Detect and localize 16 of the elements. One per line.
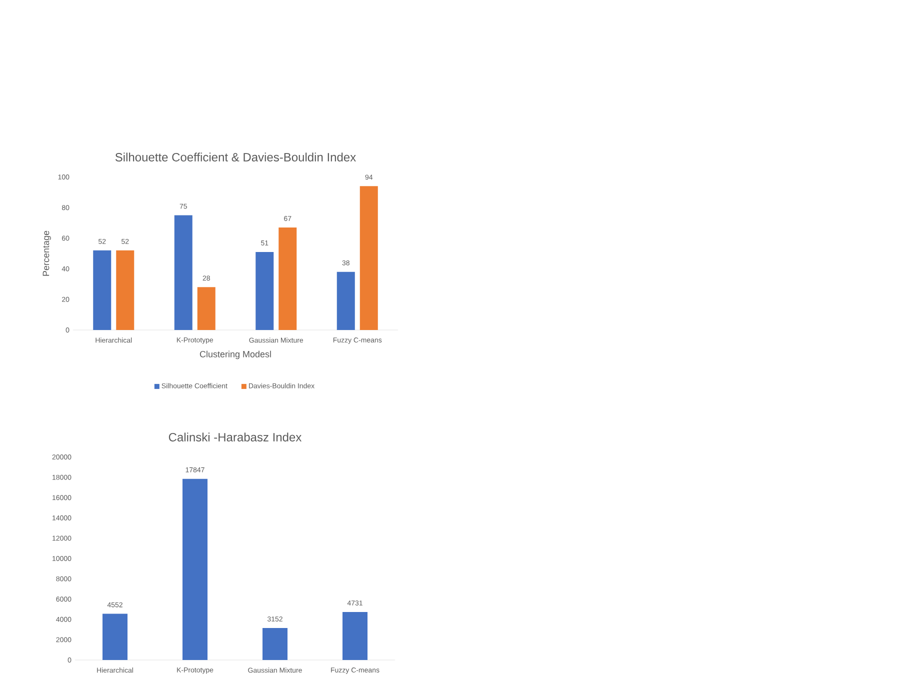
bar <box>262 628 288 660</box>
y-axis-title: Percentage <box>42 230 51 276</box>
x-axis-title: Clustering Modesl <box>200 350 271 360</box>
bar <box>256 252 274 330</box>
chart-title: Calinski -Harabasz Index <box>168 432 302 442</box>
bar <box>342 612 368 660</box>
bar <box>93 250 112 330</box>
bar <box>360 186 378 330</box>
bar <box>336 272 355 330</box>
bar <box>102 614 128 660</box>
bar <box>182 478 208 660</box>
bar <box>278 227 297 330</box>
bar <box>174 215 192 330</box>
chart-title: Silhouette Coefficient & Davies-Bouldin Index <box>115 152 356 162</box>
bar <box>197 287 216 330</box>
bar <box>116 250 134 330</box>
